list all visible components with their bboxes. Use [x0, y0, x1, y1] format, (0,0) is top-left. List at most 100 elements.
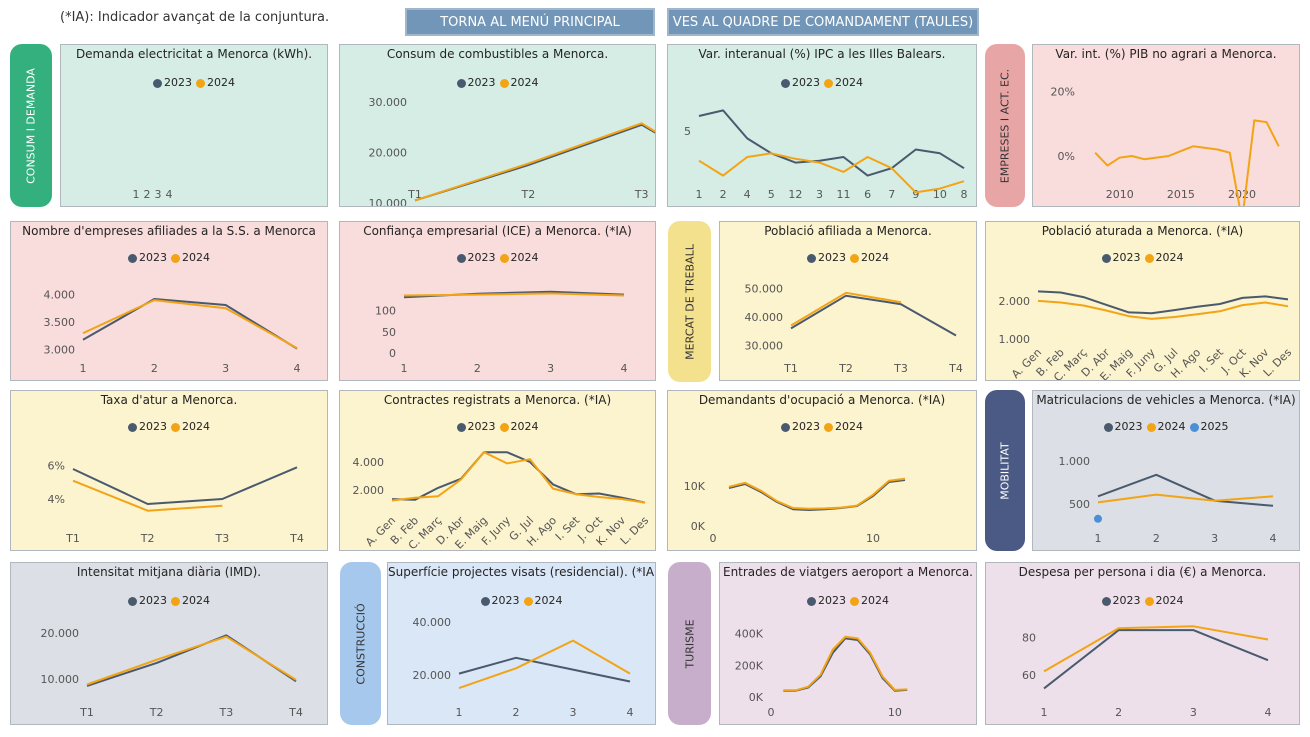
x-tick-label: 10 [888, 706, 902, 719]
chart-card-c8[interactable]: Població aturada a Menorca. (*IA) 2023 202… [985, 221, 1300, 381]
chart-card-c12[interactable]: Matriculacions de vehicles a Menorca. (*… [1032, 390, 1300, 551]
back-to-menu-button[interactable]: TORNA AL MENÚ PRINCIPAL [405, 8, 655, 36]
series-line-2023[interactable] [72, 466, 298, 505]
legend-item-2023[interactable]: 2023 [1103, 420, 1143, 433]
legend-label: 2025 [1200, 420, 1229, 433]
x-tick-label: 4 [166, 188, 173, 201]
legend-item-2023[interactable]: 2023 [480, 594, 520, 607]
series-line-2024[interactable] [391, 451, 646, 504]
legend-item-2023[interactable]: 2023 [456, 76, 496, 89]
series-line-2023[interactable] [1043, 629, 1269, 690]
x-tick-label: 0 [768, 706, 775, 719]
series-line-2023[interactable] [1097, 473, 1274, 507]
legend-item-2023[interactable]: 2023 [456, 251, 496, 264]
chart-title: Var. int. (%) PIB no agrari a Menorca. [1055, 47, 1277, 61]
chart-legend: 2023 2024 [720, 251, 976, 264]
series-line-2024[interactable] [728, 477, 906, 510]
chart-card-c16[interactable]: Despesa per persona i dia (€) a Menorca.… [985, 562, 1300, 725]
series-line-2023[interactable] [391, 451, 646, 504]
legend-item-2023[interactable]: 2023 [807, 594, 846, 607]
series-line-2024[interactable] [1097, 493, 1274, 504]
legend-item-2023[interactable]: 2023 [781, 420, 820, 433]
series-line-PIB[interactable] [1094, 119, 1280, 207]
tab-mercat-treball[interactable]: MERCAT DE TREBALL [668, 221, 711, 382]
series-line-2024[interactable] [783, 635, 908, 692]
chart-card-c15[interactable]: Entrades de viatgers aeroport a Menorca.… [719, 562, 977, 725]
legend-item-2024[interactable]: 2024 [1144, 251, 1184, 264]
legend-label: 2023 [164, 76, 192, 89]
y-tick-label: 5 [684, 125, 691, 138]
series-line-2023[interactable] [790, 294, 957, 337]
series-line-2023[interactable] [728, 479, 906, 511]
chart-card-c3[interactable]: Var. interanual (%) IPC a les Illes Bale… [667, 44, 977, 207]
chart-card-c11[interactable]: Demandants d'ocupació a Menorca. (*IA) 20… [667, 390, 977, 551]
series-line-2023[interactable] [698, 109, 965, 177]
series-line-2024[interactable] [403, 292, 625, 297]
legend-item-2024[interactable]: 2024 [171, 420, 210, 433]
legend-label: 2024 [510, 76, 539, 89]
x-tick-label: 1 [133, 188, 140, 201]
chart-card-c6[interactable]: Confiança empresarial (ICE) a Menorca. (… [339, 221, 656, 381]
series-line-2024[interactable] [1037, 299, 1289, 320]
chart-card-c2[interactable]: Consum de combustibles a Menorca. 2023 202… [339, 44, 656, 207]
legend-item-2024[interactable]: 2024 [1144, 594, 1184, 607]
chart-card-c9[interactable]: Taxa d'atur a Menorca. 2023 2024 4% 6% T1 T2 T3… [10, 390, 328, 551]
legend-item-2023[interactable]: 2023 [1101, 594, 1141, 607]
legend-item-2024[interactable]: 2024 [850, 594, 889, 607]
legend-item-2025[interactable]: 2025 [1189, 420, 1229, 433]
legend-item-2023[interactable]: 2023 [807, 251, 846, 264]
series-line-2023[interactable] [1037, 290, 1289, 315]
series-line-2024[interactable] [86, 635, 297, 686]
x-tick-label: T3 [634, 188, 649, 201]
chart-card-c5[interactable]: Nombre d'empreses afiliades a la S.S. a … [10, 221, 328, 381]
legend-item-2023[interactable]: 2023 [1101, 251, 1141, 264]
legend-item-2023[interactable]: 2023 [128, 594, 167, 607]
legend-item-2024[interactable]: 2024 [499, 76, 539, 89]
series-line-2024[interactable] [1043, 625, 1269, 673]
x-tick-label: 4 [744, 188, 751, 201]
legend-label: 2024 [510, 420, 539, 433]
series-line-2024[interactable] [414, 122, 656, 202]
chart-title: Despesa per persona i dia (€) a Menorca. [1018, 565, 1267, 579]
legend-item-2024[interactable]: 2024 [824, 76, 863, 89]
chart-card-c4[interactable]: Var. int. (%) PIB no agrari a Menorca.-2… [1032, 44, 1300, 207]
legend-item-2024[interactable]: 2024 [824, 420, 863, 433]
tab-construccio[interactable]: CONSTRUCCIÓ [340, 562, 381, 725]
series-line-2024[interactable] [790, 291, 902, 327]
series-line-2024[interactable] [82, 299, 298, 349]
tab-turisme[interactable]: TURISME [668, 562, 711, 725]
tab-mobilitat[interactable]: MOBILITAT [985, 390, 1025, 551]
chart-card-c7[interactable]: Població afiliada a Menorca. 2023 2024 30.0… [719, 221, 977, 381]
legend-item-2024[interactable]: 2024 [499, 420, 539, 433]
legend-item-2023[interactable]: 2023 [153, 76, 192, 89]
legend-item-2024[interactable]: 2024 [499, 251, 539, 264]
legend-item-2023[interactable]: 2023 [456, 420, 496, 433]
series-line-2024[interactable] [72, 479, 223, 512]
legend-item-2024[interactable]: 2024 [850, 251, 889, 264]
legend-item-2024[interactable]: 2024 [196, 76, 235, 89]
x-tick-label: 2 [720, 188, 727, 201]
legend-item-2024[interactable]: 2024 [171, 594, 210, 607]
tab-consum-demanda[interactable]: CONSUM I DEMANDA [10, 44, 52, 207]
legend-item-2023[interactable]: 2023 [128, 420, 167, 433]
legend-label: 2023 [467, 76, 496, 89]
legend-item-2024[interactable]: 2024 [523, 594, 563, 607]
chart-legend: 2023 2024 2025 [1033, 420, 1299, 433]
legend-item-2023[interactable]: 2023 [128, 251, 167, 264]
chart-card-c14[interactable]: Superfície projectes visats (residencial… [387, 562, 656, 725]
series-line-2024[interactable] [698, 152, 965, 194]
legend-item-2024[interactable]: 2024 [171, 251, 210, 264]
series-point-2025[interactable] [1094, 514, 1102, 523]
legend-item-2023[interactable]: 2023 [781, 76, 820, 89]
chart-card-c10[interactable]: Contractes registrats a Menorca. (*IA) 20… [339, 390, 656, 551]
legend-label: 2023 [491, 594, 520, 607]
series-line-2024[interactable] [458, 639, 631, 690]
tab-empreses[interactable]: EMPRESES I ACT. EC. [985, 44, 1025, 207]
chart-card-c1[interactable]: Demanda electricitat a Menorca (kWh). 202… [60, 44, 328, 207]
series-line-2023[interactable] [82, 298, 298, 350]
series-line-2023[interactable] [458, 656, 631, 683]
legend-item-2024[interactable]: 2024 [1146, 420, 1186, 433]
dashboard-tables-button[interactable]: VES AL QUADRE DE COMANDAMENT (TAULES) [667, 8, 979, 36]
chart-card-c13[interactable]: Intensitat mitjana diària (IMD). 2023 2024… [10, 562, 328, 725]
chart-legend: 2023 2024 [388, 594, 655, 607]
